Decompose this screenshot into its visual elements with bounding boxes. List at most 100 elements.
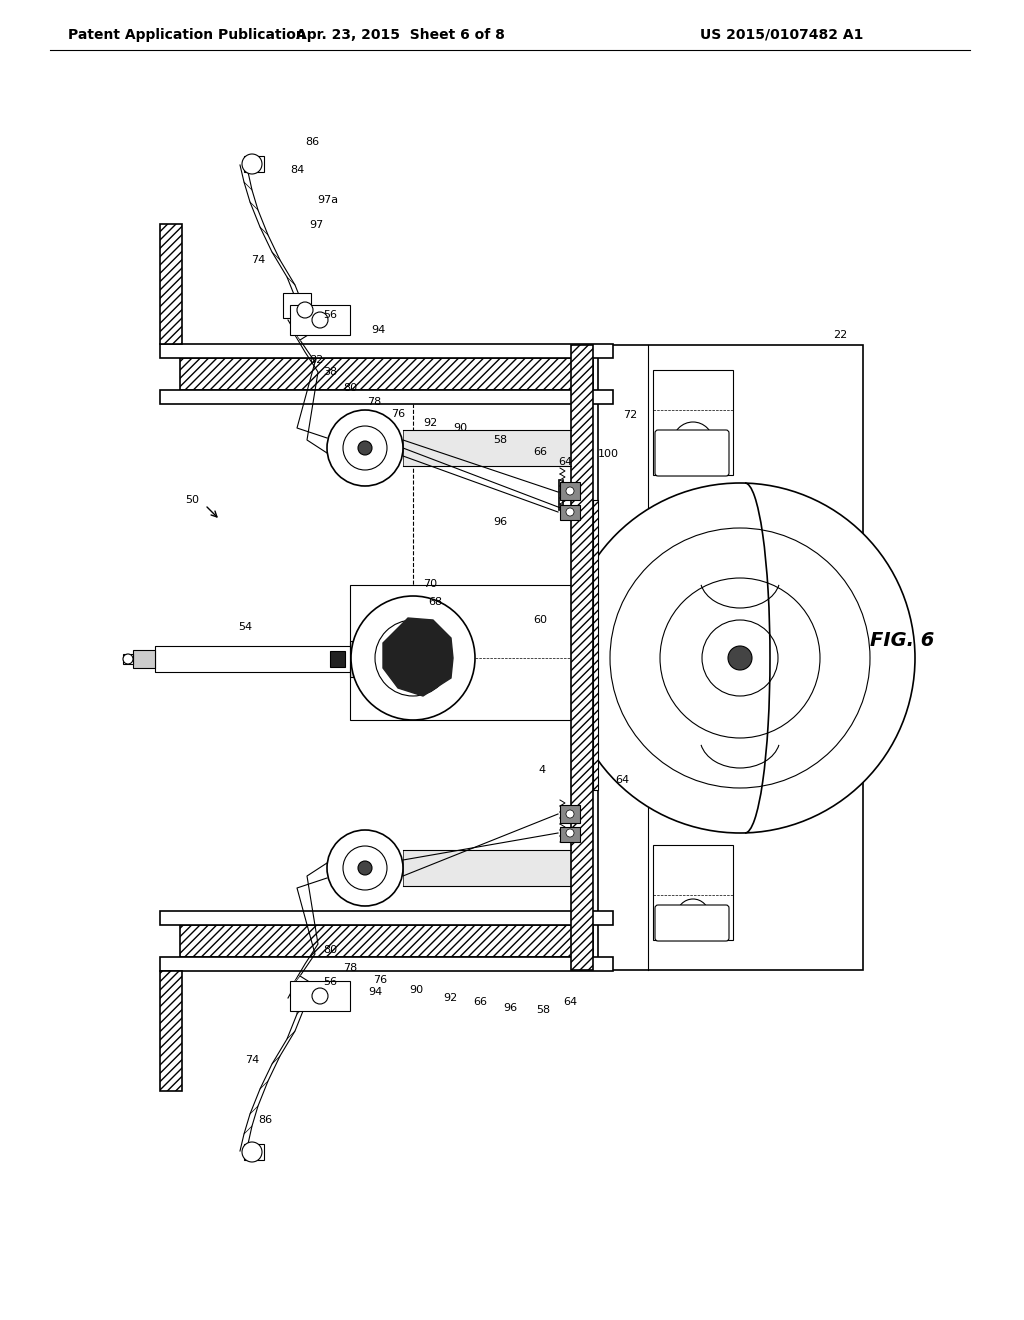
Bar [155,645,350,672]
Text: 84: 84 [290,165,304,176]
Text: 96: 96 [503,1003,517,1012]
Circle shape [566,487,574,495]
Circle shape [297,302,313,318]
Circle shape [351,597,475,719]
Bar [160,224,182,345]
Circle shape [327,830,403,906]
FancyBboxPatch shape [655,430,729,477]
Circle shape [566,829,574,837]
Bar [160,911,613,925]
Text: 96: 96 [493,517,507,527]
Text: 38: 38 [323,367,337,378]
Bar [598,345,863,970]
Bar [653,370,733,475]
Text: 58: 58 [536,1005,550,1015]
Text: 97a: 97a [317,195,339,205]
Bar [290,981,350,1011]
Text: 64: 64 [563,997,578,1007]
Text: 90: 90 [453,422,467,433]
Bar [160,972,182,1092]
Text: 68: 68 [428,597,442,607]
Bar [560,828,580,842]
Circle shape [685,907,701,923]
Text: 92: 92 [423,418,437,428]
Polygon shape [593,500,598,789]
Circle shape [375,620,451,696]
Bar [244,1144,264,1160]
Text: 86: 86 [305,137,319,147]
Text: 54: 54 [238,622,252,632]
Text: US 2015/0107482 A1: US 2015/0107482 A1 [700,28,863,42]
Bar [133,649,155,668]
Bar [160,345,613,358]
Text: 60: 60 [534,615,547,624]
Text: 94: 94 [371,325,385,335]
Text: 50: 50 [185,495,199,506]
Circle shape [242,154,262,174]
Circle shape [566,810,574,818]
Text: 90: 90 [409,985,423,995]
Text: 80: 80 [343,383,357,393]
Text: 100: 100 [597,449,618,459]
Circle shape [343,426,387,470]
Text: 22: 22 [833,330,847,341]
Text: 70: 70 [423,579,437,589]
Circle shape [565,483,915,833]
Text: 4: 4 [539,766,546,775]
Bar [653,845,733,940]
Text: 58: 58 [493,436,507,445]
Text: 74: 74 [251,255,265,265]
Polygon shape [593,590,596,719]
Circle shape [566,508,574,516]
Bar [160,957,613,972]
Text: 94: 94 [368,987,382,997]
Bar [290,305,350,335]
Bar [560,506,580,520]
Text: 64: 64 [558,457,572,467]
Bar [350,642,368,677]
Text: 74: 74 [245,1055,259,1065]
Circle shape [610,528,870,788]
Text: 66: 66 [473,997,487,1007]
Text: Patent Application Publication: Patent Application Publication [68,28,306,42]
Text: 56: 56 [323,977,337,987]
Bar [180,358,593,389]
Text: 56: 56 [323,310,337,319]
Text: Apr. 23, 2015  Sheet 6 of 8: Apr. 23, 2015 Sheet 6 of 8 [296,28,505,42]
Text: 76: 76 [373,975,387,985]
Polygon shape [403,850,571,886]
Circle shape [358,861,372,875]
Text: 86: 86 [258,1115,272,1125]
Circle shape [312,312,328,327]
Bar [244,156,264,172]
Circle shape [414,669,422,677]
Text: FIG. 6: FIG. 6 [870,631,934,649]
Circle shape [242,1142,262,1162]
Bar [283,293,311,318]
Text: 82: 82 [309,355,324,366]
Bar [123,653,133,664]
Bar [571,345,593,970]
Text: 97: 97 [309,220,324,230]
Bar [330,651,345,667]
Polygon shape [240,975,308,1151]
Circle shape [423,645,433,655]
Text: 92: 92 [442,993,457,1003]
Bar [180,925,593,957]
Bar [350,585,590,719]
Text: 64: 64 [615,775,629,785]
Polygon shape [240,165,308,341]
Circle shape [406,649,421,667]
Text: 76: 76 [391,409,406,418]
Circle shape [123,653,133,664]
Text: 78: 78 [343,964,357,973]
Circle shape [660,578,820,738]
Bar [560,482,580,500]
FancyBboxPatch shape [655,906,729,941]
Polygon shape [383,618,453,696]
Circle shape [677,899,709,931]
Circle shape [312,987,328,1005]
Bar [560,805,580,822]
Text: 72: 72 [623,411,637,420]
Circle shape [673,422,713,462]
